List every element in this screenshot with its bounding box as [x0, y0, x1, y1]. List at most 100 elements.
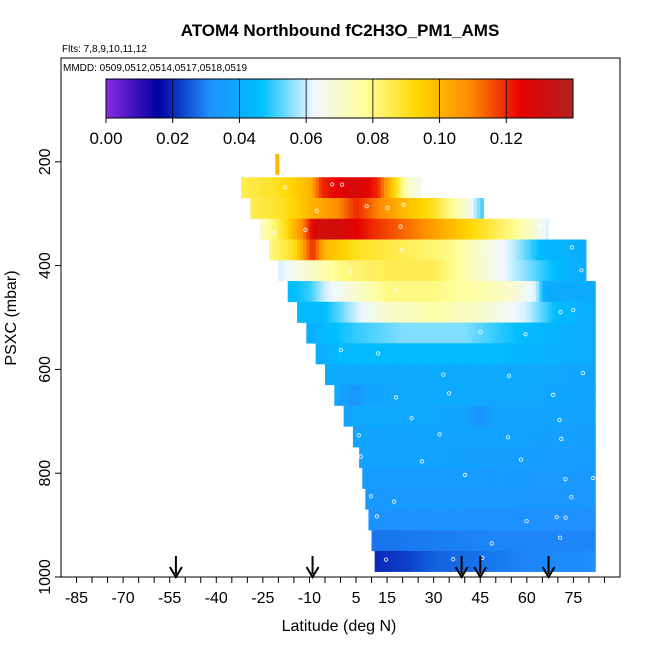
data-cell — [359, 364, 363, 386]
data-cell — [554, 281, 559, 303]
data-cell — [458, 550, 463, 572]
data-cell — [362, 343, 366, 365]
data-cell — [533, 343, 537, 365]
data-cell — [514, 530, 519, 552]
data-cell — [421, 447, 425, 469]
data-cell — [573, 281, 578, 303]
data-cell — [498, 343, 503, 365]
data-cell — [579, 260, 584, 282]
data-cell — [492, 488, 497, 510]
data-cell — [427, 260, 432, 282]
data-cell — [529, 405, 534, 427]
data-cell — [346, 343, 351, 365]
data-cell — [520, 550, 525, 572]
data-cell — [573, 405, 578, 427]
data-cell — [467, 322, 472, 344]
data-cell — [427, 550, 432, 572]
data-cell — [387, 364, 391, 386]
data-cell — [424, 550, 429, 572]
data-cell — [449, 550, 453, 572]
data-cell — [377, 198, 382, 220]
data-cell — [405, 488, 410, 510]
data-cell — [474, 426, 478, 448]
data-cell — [408, 447, 413, 469]
data-cell — [427, 467, 432, 489]
data-cell — [334, 177, 338, 199]
data-cell — [501, 218, 506, 240]
data-cell — [523, 530, 528, 552]
data-cell — [383, 260, 388, 282]
data-cell — [390, 384, 394, 406]
data-cell — [402, 550, 407, 572]
data-cell — [433, 405, 438, 427]
data-cell — [455, 384, 460, 406]
data-cell — [352, 239, 357, 261]
data-cell — [557, 426, 562, 448]
data-cell — [387, 218, 391, 240]
data-cell — [477, 405, 481, 427]
data-cell — [564, 509, 568, 531]
data-cell — [567, 447, 571, 469]
data-cell — [405, 239, 410, 261]
data-cell — [464, 281, 469, 303]
data-cell — [536, 426, 540, 448]
data-cell — [458, 364, 463, 386]
data-cell — [275, 239, 279, 261]
data-cell — [337, 364, 342, 386]
data-cell — [433, 509, 438, 531]
data-cell — [467, 426, 472, 448]
data-cell — [365, 405, 370, 427]
data-cell — [430, 426, 435, 448]
data-cell — [387, 301, 391, 323]
data-cell — [262, 218, 267, 240]
data-cell — [368, 177, 373, 199]
data-cell — [449, 343, 453, 365]
data-cell — [554, 384, 559, 406]
data-cell — [343, 218, 348, 240]
data-cell — [390, 260, 394, 282]
data-cell — [290, 198, 295, 220]
data-cell — [548, 488, 553, 510]
data-cell — [533, 405, 537, 427]
data-cell — [489, 301, 494, 323]
data-cell — [390, 405, 394, 427]
data-cell — [458, 509, 463, 531]
data-cell — [352, 426, 357, 448]
data-cell — [352, 301, 357, 323]
data-cell — [390, 530, 394, 552]
data-cell — [380, 509, 385, 531]
data-cell — [446, 343, 450, 365]
data-cell — [455, 364, 460, 386]
data-cell — [368, 322, 373, 344]
data-cell — [564, 488, 568, 510]
flights-note: Flts: 7,8,9,10,11,12 — [62, 44, 147, 55]
data-cell — [470, 301, 475, 323]
data-cell — [309, 301, 314, 323]
data-cell — [536, 467, 540, 489]
data-cell — [498, 509, 503, 531]
data-cell — [526, 467, 531, 489]
data-cell — [511, 467, 516, 489]
data-cell — [573, 301, 578, 323]
data-cell — [517, 343, 522, 365]
data-cell — [545, 260, 550, 282]
data-cell — [573, 364, 578, 386]
data-cell — [436, 364, 441, 386]
data-cell — [449, 364, 453, 386]
data-cell — [567, 426, 571, 448]
data-cell — [520, 322, 525, 344]
data-cell — [511, 301, 516, 323]
flight-arrow — [169, 556, 183, 579]
data-cell — [480, 405, 484, 427]
data-cell — [508, 447, 512, 469]
sample-marker — [478, 330, 483, 335]
x-axis-label: Latitude (deg N) — [282, 618, 397, 635]
data-cell — [495, 364, 500, 386]
data-cell — [334, 281, 338, 303]
data-cell — [560, 550, 565, 572]
data-cell — [573, 509, 578, 531]
data-cell — [436, 198, 441, 220]
data-cell — [331, 364, 335, 386]
data-cell — [464, 550, 469, 572]
data-cell — [511, 364, 516, 386]
